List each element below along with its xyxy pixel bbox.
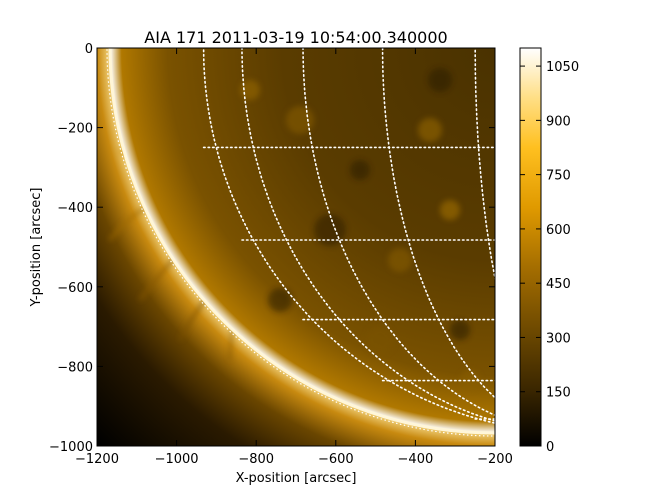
colorbar-tick-label: 1050 [546, 60, 579, 75]
colorbar [519, 47, 542, 447]
x-tick-label: −800 [238, 452, 274, 467]
y-tick-label: −600 [57, 281, 93, 296]
y-tick-label: −400 [57, 201, 93, 216]
y-tick-label: −200 [57, 122, 93, 137]
longitude-line [302, 48, 495, 417]
colorbar-tick-label: 150 [546, 386, 571, 401]
x-tick-label: −1000 [155, 452, 199, 467]
y-tick-label: −800 [57, 360, 93, 375]
longitude-line [202, 48, 495, 424]
colorbar-tick-label: 600 [546, 223, 571, 238]
colorbar-tick-label: 0 [546, 440, 554, 455]
x-tick-label: −600 [318, 452, 354, 467]
y-axis-label: Y-position [arcsec] [29, 188, 44, 308]
y-tick-label: 0 [85, 42, 93, 57]
colorbar-ticks: 0 150 300 450 600 750 900 1050 [520, 60, 579, 455]
sun-image [97, 48, 495, 446]
y-tick-label: −1000 [49, 440, 93, 455]
y-axis-ticks: 0 −200 −400 −600 −800 −1000 [49, 42, 495, 455]
plot-title: AIA 171 2011-03-19 10:54:00.340000 [144, 28, 447, 47]
colorbar-tick-label: 750 [546, 169, 571, 184]
x-tick-label: −400 [398, 452, 434, 467]
x-axis-ticks: −1200 −1000 −800 −600 −400 −200 [75, 48, 513, 467]
x-tick-label: −200 [477, 452, 513, 467]
longitude-line [381, 48, 495, 399]
colorbar-tick-label: 450 [546, 277, 571, 292]
longitude-line [241, 48, 495, 422]
colorbar-tick-label: 300 [546, 331, 571, 346]
x-tick-label: −1200 [75, 452, 119, 467]
plot-frame [96, 47, 496, 447]
heliographic-grid [202, 48, 495, 424]
x-axis-label: X-position [arcsec] [236, 471, 357, 486]
colorbar-tick-label: 900 [546, 114, 571, 129]
